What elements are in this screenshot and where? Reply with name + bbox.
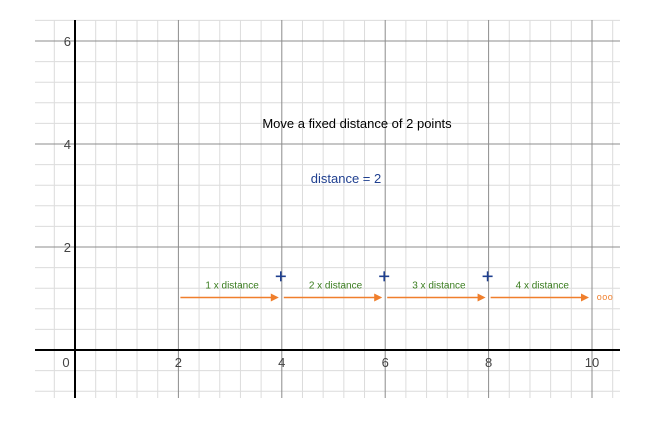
major-grid bbox=[35, 20, 620, 398]
axes bbox=[35, 20, 620, 398]
distance-arrows: 1 x distance 2 x distance 3 x distance 4 x … bbox=[180, 281, 589, 302]
x-tick-label: 8 bbox=[485, 355, 492, 370]
point-markers bbox=[275, 271, 493, 282]
arrow-label: 4 x distance bbox=[516, 281, 570, 292]
y-tick-label: 2 bbox=[64, 240, 71, 255]
minor-grid bbox=[35, 19, 620, 398]
x-tick-labels: 0 2 4 6 8 10 bbox=[62, 355, 599, 370]
y-tick-label: 6 bbox=[64, 34, 71, 49]
arrow-head bbox=[477, 293, 486, 302]
distance-label: distance = 2 bbox=[311, 171, 381, 186]
x-tick-label: 4 bbox=[278, 355, 285, 370]
ellipsis-indicator: ooo bbox=[597, 292, 614, 302]
arrow-label: 3 x distance bbox=[412, 281, 466, 292]
arrow-label: 2 x distance bbox=[309, 281, 363, 292]
x-tick-label: 2 bbox=[175, 355, 182, 370]
diagram-title: Move a fixed distance of 2 points bbox=[262, 116, 452, 131]
x-tick-label: 6 bbox=[382, 355, 389, 370]
x-tick-label: 10 bbox=[585, 355, 599, 370]
arrow-head bbox=[581, 293, 589, 302]
arrow-label: 1 x distance bbox=[205, 281, 259, 292]
arrow-head bbox=[270, 293, 279, 302]
y-tick-labels: 2 4 6 bbox=[64, 34, 71, 255]
y-tick-label: 4 bbox=[64, 137, 71, 152]
x-tick-label: 0 bbox=[62, 355, 69, 370]
arrow-head bbox=[374, 293, 383, 302]
